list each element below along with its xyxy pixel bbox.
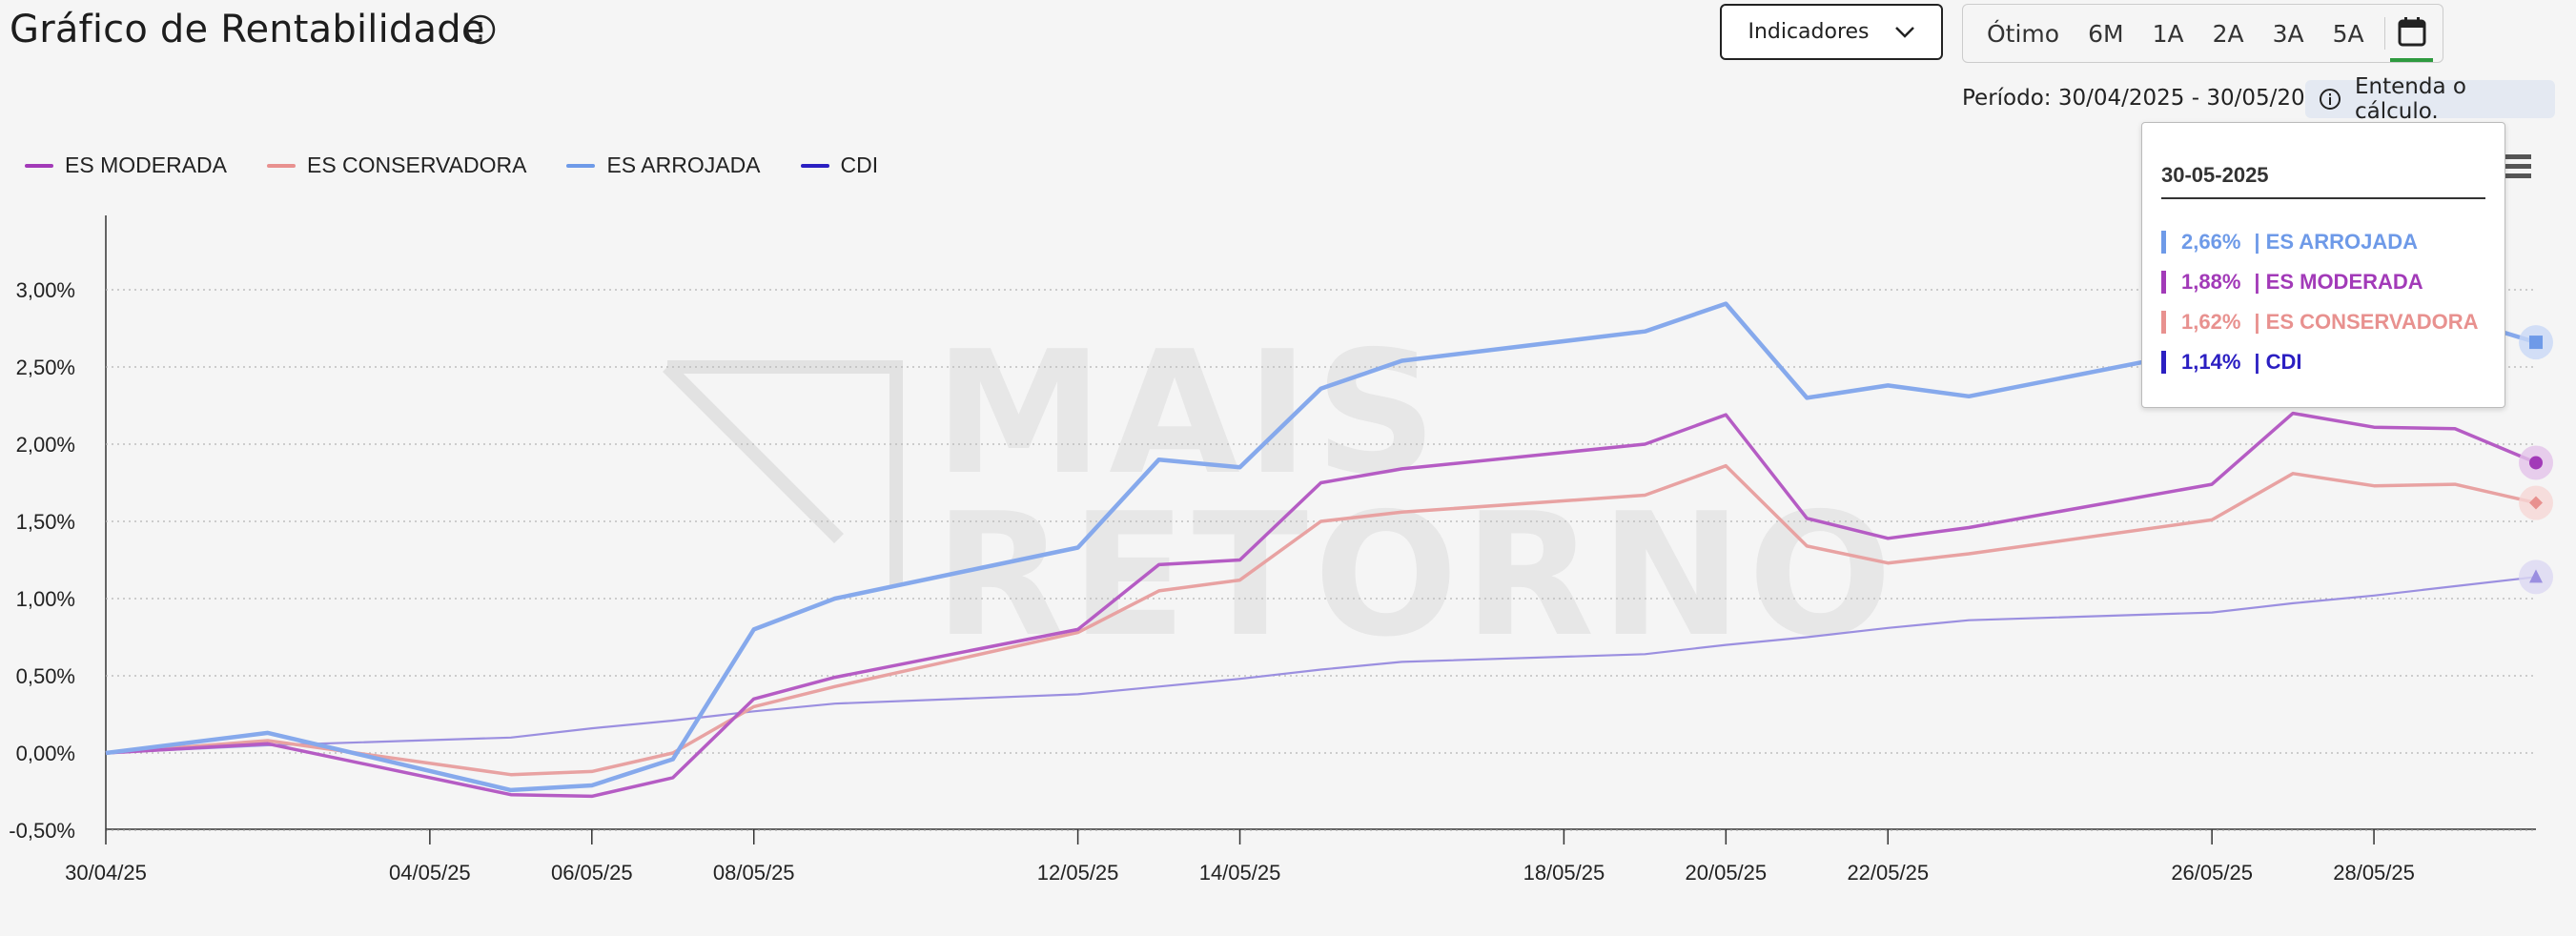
series-line-cdi — [105, 576, 2537, 755]
chart-legend: ES MODERADA ES CONSERVADORA ES ARROJADA … — [25, 153, 918, 178]
entenda-label: Entenda o cálculo. — [2355, 74, 2466, 124]
x-tick-label: 04/05/25 — [389, 861, 471, 885]
data-point-marker — [2529, 496, 2543, 510]
y-tick-label: 1,00% — [16, 587, 75, 611]
legend-swatch — [266, 163, 296, 168]
series-line-es-moderada — [105, 411, 2537, 799]
calendar-button[interactable] — [2390, 5, 2433, 62]
legend-swatch — [25, 163, 53, 168]
x-tick-label: 18/05/25 — [1523, 861, 1605, 885]
entenda-calculo-button[interactable]: Entenda o cálculo. — [2305, 74, 2555, 124]
legend-item-conservadora[interactable]: ES CONSERVADORA — [266, 153, 527, 178]
data-point-marker — [2529, 336, 2543, 350]
y-tick-label: -0,50% — [9, 819, 75, 843]
legend-label: ES CONSERVADORA — [306, 153, 527, 177]
tooltip-color-marker — [2161, 311, 2166, 334]
y-tick-label: 0,50% — [16, 664, 75, 688]
y-tick-label: 2,00% — [16, 433, 75, 457]
y-tick-label: 1,50% — [16, 510, 75, 534]
page-title: Gráfico de Rentabilidade — [10, 8, 485, 51]
x-tick-label: 20/05/25 — [1686, 861, 1768, 885]
tooltip-label: | ES ARROJADA — [2254, 230, 2418, 254]
x-tick-label: 22/05/25 — [1847, 861, 1929, 885]
legend-label: ES ARROJADA — [606, 153, 761, 177]
y-tick-label: 0,00% — [16, 742, 75, 765]
data-point-marker — [2529, 456, 2543, 470]
tooltip-color-marker — [2161, 271, 2166, 294]
x-tick-label: 06/05/25 — [551, 861, 633, 885]
range-otimo[interactable]: Ótimo — [1987, 19, 2060, 48]
range-divider — [2383, 17, 2385, 50]
legend-label: CDI — [840, 153, 879, 177]
tooltip-row: 2,66% | ES ARROJADA — [2161, 230, 2418, 254]
data-point-marker — [2529, 569, 2543, 583]
x-tick-label: 30/04/25 — [65, 861, 147, 885]
tooltip-value: 1,14% — [2181, 350, 2241, 374]
series-line-es-conservadora — [105, 463, 2537, 777]
range-3a[interactable]: 3A — [2272, 19, 2304, 48]
indicadores-dropdown[interactable]: Indicadores — [1720, 4, 1943, 60]
legend-item-moderada[interactable]: ES MODERADA — [25, 153, 227, 178]
tooltip-divider — [2161, 197, 2485, 199]
tooltip-label: | ES MODERADA — [2254, 270, 2423, 294]
range-6m[interactable]: 6M — [2088, 19, 2124, 48]
x-tick-label: 14/05/25 — [1199, 861, 1281, 885]
x-tick-label: 08/05/25 — [713, 861, 795, 885]
period-range-selector: Ótimo 6M 1A 2A 3A 5A — [1962, 4, 2443, 63]
info-icon[interactable] — [464, 13, 497, 46]
x-tick-label: 28/05/25 — [2333, 861, 2415, 885]
tooltip-value: 1,62% — [2181, 310, 2241, 334]
tooltip-date: 30-05-2025 — [2161, 163, 2269, 187]
legend-swatch — [800, 163, 829, 168]
tooltip-value: 2,66% — [2181, 230, 2241, 254]
x-tick-label: 12/05/25 — [1037, 861, 1119, 885]
tooltip-row: 1,62% | ES CONSERVADORA — [2161, 310, 2479, 335]
y-tick-label: 2,50% — [16, 356, 75, 379]
x-tick-label: 26/05/25 — [2171, 861, 2253, 885]
tooltip-label: | CDI — [2254, 350, 2302, 374]
range-1a[interactable]: 1A — [2152, 19, 2184, 48]
tooltip-row: 1,14% | CDI — [2161, 350, 2302, 375]
chevron-down-icon — [1894, 26, 1914, 38]
tooltip-color-marker — [2161, 231, 2166, 254]
legend-item-cdi[interactable]: CDI — [800, 153, 879, 178]
calendar-icon — [2398, 17, 2426, 47]
range-2a[interactable]: 2A — [2212, 19, 2244, 48]
legend-item-arrojada[interactable]: ES ARROJADA — [566, 153, 761, 178]
legend-swatch — [566, 163, 596, 168]
tooltip-row: 1,88% | ES MODERADA — [2161, 270, 2423, 295]
tooltip-color-marker — [2161, 351, 2166, 374]
chart-tooltip: 30-05-2025 2,66% | ES ARROJADA 1,88% | ES M… — [2141, 122, 2505, 408]
legend-label: ES MODERADA — [65, 153, 227, 177]
y-tick-label: 3,00% — [16, 278, 75, 302]
tooltip-value: 1,88% — [2181, 270, 2241, 294]
chart-menu-icon[interactable] — [2495, 151, 2533, 183]
indicadores-label: Indicadores — [1748, 20, 1870, 44]
range-5a[interactable]: 5A — [2332, 19, 2364, 48]
period-text: Período: 30/04/2025 - 30/05/2025 — [1962, 86, 2333, 111]
info-icon — [2320, 89, 2341, 110]
tooltip-label: | ES CONSERVADORA — [2254, 310, 2479, 334]
